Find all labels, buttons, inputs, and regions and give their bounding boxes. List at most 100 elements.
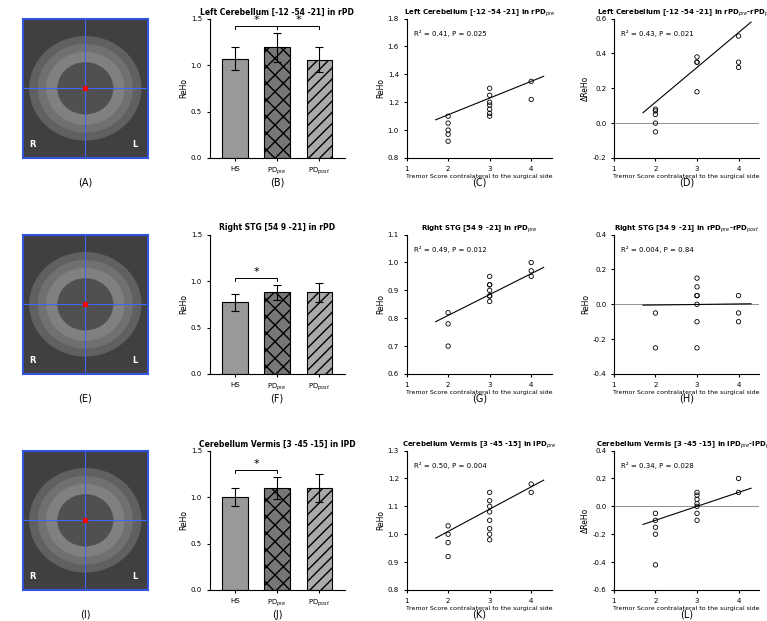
Text: (C): (C) (472, 178, 486, 188)
Text: (K): (K) (472, 610, 486, 620)
Point (483, 291, 495, 301)
Point (650, 560, 662, 570)
Point (691, 282, 703, 292)
Point (442, 551, 454, 561)
Point (691, 291, 703, 301)
Y-axis label: ReHo: ReHo (376, 78, 385, 98)
Point (525, 266, 538, 276)
Bar (222, 497, 248, 590)
Point (483, 97, 495, 107)
Text: (B): (B) (270, 178, 285, 188)
Bar (307, 487, 332, 590)
Text: (H): (H) (679, 394, 694, 404)
Point (732, 291, 745, 301)
Point (442, 125, 454, 135)
Point (525, 479, 538, 489)
Ellipse shape (58, 62, 114, 114)
Point (483, 111, 495, 121)
Ellipse shape (46, 484, 124, 557)
Point (650, 522, 662, 532)
Text: (F): (F) (271, 394, 284, 404)
Ellipse shape (29, 468, 141, 573)
Text: R: R (29, 140, 36, 149)
Point (483, 90, 495, 100)
Point (483, 524, 495, 533)
Ellipse shape (46, 268, 124, 341)
Ellipse shape (38, 44, 133, 133)
Point (442, 341, 454, 351)
Point (483, 271, 495, 281)
Title: Right STG [54 9 -21] in rPD$_{pre}$-rPD$_{post}$: Right STG [54 9 -21] in rPD$_{pre}$-rPD$… (614, 223, 759, 235)
Point (442, 521, 454, 531)
Point (442, 538, 454, 548)
Ellipse shape (46, 52, 124, 125)
Bar (222, 58, 248, 158)
Point (483, 104, 495, 114)
Text: *: * (253, 15, 258, 25)
Ellipse shape (58, 494, 114, 546)
Title: Right STG [54 9 -21] in rPD: Right STG [54 9 -21] in rPD (219, 224, 335, 232)
Point (691, 273, 703, 283)
Text: *: * (253, 459, 258, 469)
Point (483, 487, 495, 497)
Text: (J): (J) (272, 610, 282, 620)
Point (691, 343, 703, 353)
Text: (D): (D) (679, 178, 694, 188)
Point (483, 515, 495, 525)
Text: (G): (G) (472, 394, 487, 404)
Text: R² = 0.41, P = 0.025: R² = 0.41, P = 0.025 (414, 30, 486, 37)
Point (650, 515, 662, 525)
Y-axis label: ReHo: ReHo (179, 294, 188, 314)
Point (691, 57, 703, 67)
Point (525, 487, 538, 497)
Point (691, 515, 703, 525)
Point (442, 529, 454, 539)
Point (483, 109, 495, 119)
Point (483, 291, 495, 301)
Title: Left Cerebellum [-12 -54 -21] in rPD: Left Cerebellum [-12 -54 -21] in rPD (200, 7, 354, 17)
Text: R² = 0.34, P = 0.028: R² = 0.34, P = 0.028 (621, 462, 694, 469)
Text: *: * (253, 268, 258, 278)
Text: (L): (L) (680, 610, 693, 620)
Point (483, 297, 495, 307)
Title: Left Cerebellum [-12 -54 -21] in rPD$_{pre}$: Left Cerebellum [-12 -54 -21] in rPD$_{p… (403, 7, 555, 19)
Bar (307, 292, 332, 374)
Point (732, 317, 745, 327)
Text: R: R (29, 572, 36, 581)
Ellipse shape (38, 476, 133, 564)
Point (650, 106, 662, 116)
Point (442, 111, 454, 121)
Point (691, 291, 703, 301)
Point (483, 280, 495, 290)
Point (650, 308, 662, 318)
Point (483, 529, 495, 539)
Text: R² = 0.004, P = 0.84: R² = 0.004, P = 0.84 (621, 246, 694, 253)
Y-axis label: ReHo: ReHo (179, 78, 188, 98)
Point (525, 258, 538, 268)
Point (483, 280, 495, 290)
Point (525, 94, 538, 104)
Ellipse shape (58, 278, 114, 330)
Point (525, 76, 538, 86)
Point (691, 57, 703, 67)
Y-axis label: ΔReHo: ΔReHo (581, 76, 590, 101)
Text: R: R (29, 356, 36, 365)
Point (650, 118, 662, 128)
Point (691, 501, 703, 511)
Point (483, 286, 495, 296)
Point (442, 319, 454, 329)
Title: Left Cerebellum [-12 -54 -21] in rPD$_{pre}$-rPD$_{post}$: Left Cerebellum [-12 -54 -21] in rPD$_{p… (597, 7, 767, 19)
X-axis label: Tremor Score contralateral to the surgical side: Tremor Score contralateral to the surgic… (406, 606, 552, 611)
Point (483, 535, 495, 545)
Bar (222, 302, 248, 374)
Point (442, 307, 454, 317)
Point (691, 509, 703, 519)
Text: (E): (E) (78, 394, 92, 404)
Point (650, 127, 662, 137)
Point (483, 83, 495, 93)
Text: (I): (I) (80, 610, 91, 620)
Title: Cerebellum Vermis [3 -45 -15] in lPD$_{pre}$-lPD$_{post}$: Cerebellum Vermis [3 -45 -15] in lPD$_{p… (596, 439, 767, 451)
Point (732, 31, 745, 41)
Y-axis label: ReHo: ReHo (376, 510, 385, 530)
Text: L: L (133, 140, 138, 149)
